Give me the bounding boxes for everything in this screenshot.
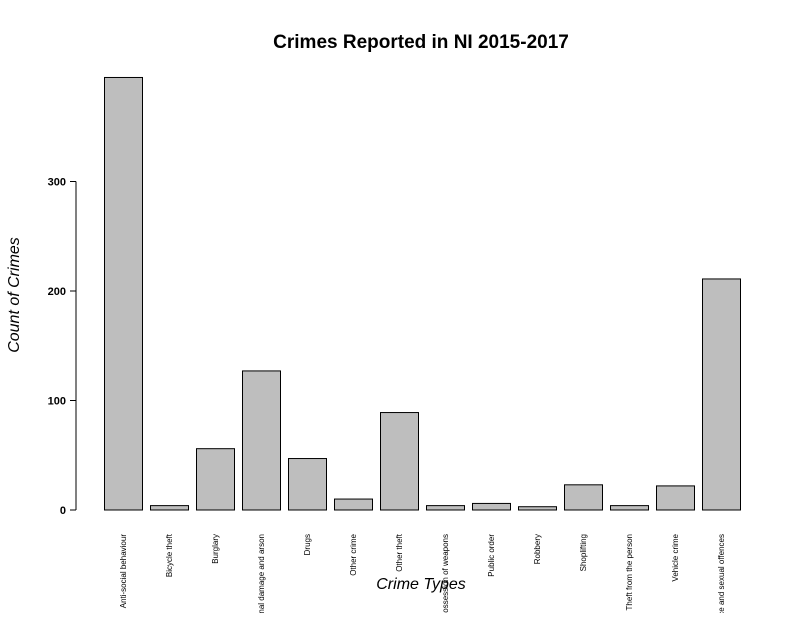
bar-public-order [472, 502, 511, 511]
x-axis-title: Crime Types [376, 576, 466, 593]
bar-theft-from-the-person [610, 505, 649, 511]
bar-robbery [518, 506, 557, 511]
category-label-anti-social-behaviour: Anti-social behaviour [119, 534, 128, 609]
category-label-other-theft: Other theft [395, 533, 404, 572]
bar-other-crime [334, 498, 373, 511]
bar-drugs [288, 458, 327, 511]
chart-title: Crimes Reported in NI 2015-2017 [273, 32, 569, 53]
bar-burglary [196, 448, 235, 511]
category-label-burglary: Burglary [211, 534, 220, 564]
category-label-shoplifting: Shoplifting [579, 534, 588, 571]
y-axis-title: Count of Crimes [6, 237, 23, 353]
category-label-possession-of-weapons: Possession of weapons [441, 534, 450, 613]
y-tick-label-300: 300 [48, 177, 66, 189]
bars-group [104, 76, 741, 511]
bar-anti-social-behaviour [104, 76, 143, 511]
category-label-violence-and-sexual-offences: Violence and sexual offences [717, 534, 726, 613]
bar-other-theft [380, 412, 419, 511]
bar-criminal-damage-and-arson [242, 370, 281, 511]
bar-bicycle-theft [150, 505, 189, 511]
y-tick-label-100: 100 [48, 396, 66, 408]
category-label-robbery: Robbery [533, 534, 542, 564]
y-axis: 0 100 200 300 [48, 177, 77, 517]
category-label-public-order: Public order [487, 534, 496, 577]
category-label-criminal-damage-and-arson: Criminal damage and arson [257, 534, 266, 613]
category-labels-group: Anti-social behaviour Bicycle theft Burgla… [119, 533, 726, 618]
category-label-other-crime: Other crime [349, 533, 358, 575]
bar-violence-and-sexual-offences [702, 278, 741, 511]
bar-vehicle-crime [656, 485, 695, 511]
category-label-theft-from-the-person: Theft from the person [625, 534, 634, 610]
category-label-vehicle-crime: Vehicle crime [671, 533, 680, 581]
y-tick-label-200: 200 [48, 286, 66, 298]
y-tick-label-0: 0 [60, 505, 66, 517]
category-label-bicycle-theft: Bicycle theft [165, 533, 174, 577]
category-label-drugs: Drugs [303, 534, 312, 555]
bar-possession-of-weapons [426, 505, 465, 511]
bar-shoplifting [564, 484, 603, 511]
